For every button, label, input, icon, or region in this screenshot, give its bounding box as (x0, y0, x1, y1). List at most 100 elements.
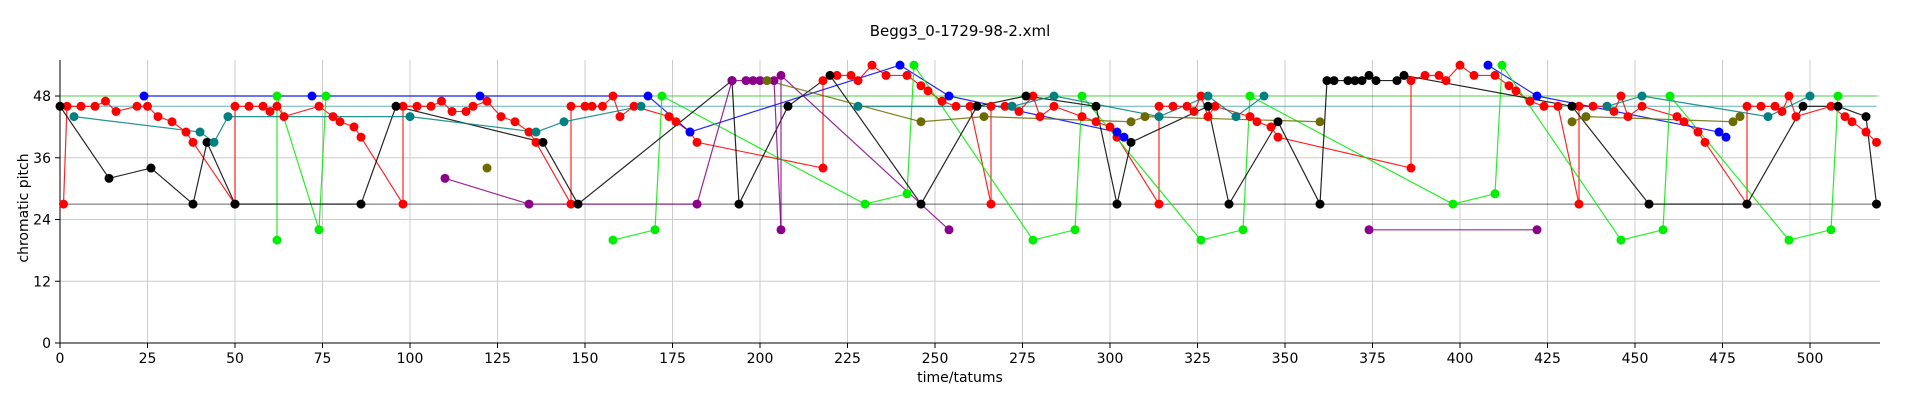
data-point (1364, 225, 1374, 235)
data-point (692, 137, 702, 147)
data-point (1637, 101, 1647, 111)
data-point (1049, 91, 1059, 101)
data-point (944, 225, 954, 235)
series-line (283, 105, 320, 118)
data-point (356, 132, 366, 142)
series-line (1641, 95, 1769, 118)
series-line (206, 142, 236, 205)
data-point (139, 91, 149, 101)
data-point (1714, 127, 1724, 137)
series-line (409, 116, 537, 133)
x-tick-label: 450 (1622, 351, 1649, 367)
x-tick-label: 200 (747, 351, 774, 367)
x-tick-label: 400 (1447, 351, 1474, 367)
data-point (1014, 106, 1024, 116)
data-point (1504, 81, 1514, 91)
x-tick-label: 150 (572, 351, 599, 367)
data-point (1847, 117, 1857, 127)
data-point (1770, 101, 1780, 111)
data-point (1315, 117, 1325, 127)
data-point (902, 189, 912, 199)
series-line (577, 80, 733, 205)
data-point (1483, 60, 1493, 70)
data-point (986, 199, 996, 209)
data-point (1742, 101, 1752, 111)
data-point (636, 101, 646, 111)
x-tick-label: 0 (56, 351, 65, 367)
data-point (101, 96, 110, 106)
series-line (696, 141, 824, 169)
data-point (398, 101, 408, 111)
data-point (762, 76, 772, 86)
x-tick-label: 250 (922, 351, 949, 367)
series-line (654, 95, 663, 230)
data-point (230, 199, 240, 209)
data-point (1833, 101, 1843, 111)
data-point (1826, 225, 1836, 235)
data-point (867, 60, 877, 70)
data-point (111, 106, 121, 116)
data-point (846, 70, 856, 80)
data-point (923, 86, 933, 96)
series-line (661, 95, 866, 205)
series-line (1795, 105, 1832, 118)
x-tick-label: 500 (1797, 351, 1824, 367)
data-point (1420, 70, 1430, 80)
data-point (1791, 112, 1801, 122)
data-point (951, 101, 961, 111)
series-line (1557, 106, 1580, 205)
data-point (1021, 91, 1031, 101)
data-point (1266, 122, 1276, 132)
data-point (895, 60, 905, 70)
data-point (1357, 76, 1367, 86)
series-line (1585, 116, 1734, 123)
data-point (881, 70, 891, 80)
data-point (1805, 91, 1815, 101)
data-point (437, 96, 446, 106)
series-line (1032, 229, 1076, 241)
data-point (230, 101, 240, 111)
data-point (405, 112, 415, 122)
series-line (1837, 105, 1867, 118)
data-point (1679, 117, 1689, 127)
data-point (1273, 117, 1283, 127)
data-point (769, 76, 779, 86)
x-tick-label: 475 (1709, 351, 1736, 367)
data-point (475, 91, 485, 101)
data-point (314, 225, 324, 235)
series-line (62, 106, 68, 205)
series-line (864, 193, 908, 205)
series-line (773, 80, 782, 230)
data-point (1497, 60, 1507, 70)
data-point (1861, 127, 1871, 137)
data-point (1637, 91, 1647, 101)
data-point (1245, 112, 1255, 122)
series-line (1025, 95, 1097, 107)
data-point (1567, 117, 1577, 127)
x-tick-label: 275 (1009, 351, 1036, 367)
series-line (150, 167, 194, 205)
data-point (1525, 96, 1535, 106)
series-line (1662, 95, 1671, 230)
data-point (573, 199, 583, 209)
data-point (1658, 225, 1668, 235)
series-line (920, 116, 985, 123)
data-point (566, 199, 576, 209)
data-point (461, 106, 471, 116)
data-point (482, 96, 492, 106)
data-point (1028, 235, 1038, 245)
series-line (192, 142, 208, 205)
data-point (1826, 101, 1836, 111)
data-point (1728, 117, 1738, 127)
data-point (531, 127, 541, 137)
data-point (104, 173, 114, 183)
data-point (76, 101, 86, 111)
data-point (1168, 101, 1178, 111)
data-point (202, 137, 212, 147)
data-point (524, 127, 534, 137)
data-point (307, 91, 317, 101)
series-line (535, 142, 572, 205)
series-line (766, 80, 922, 123)
series-line (1788, 229, 1832, 241)
